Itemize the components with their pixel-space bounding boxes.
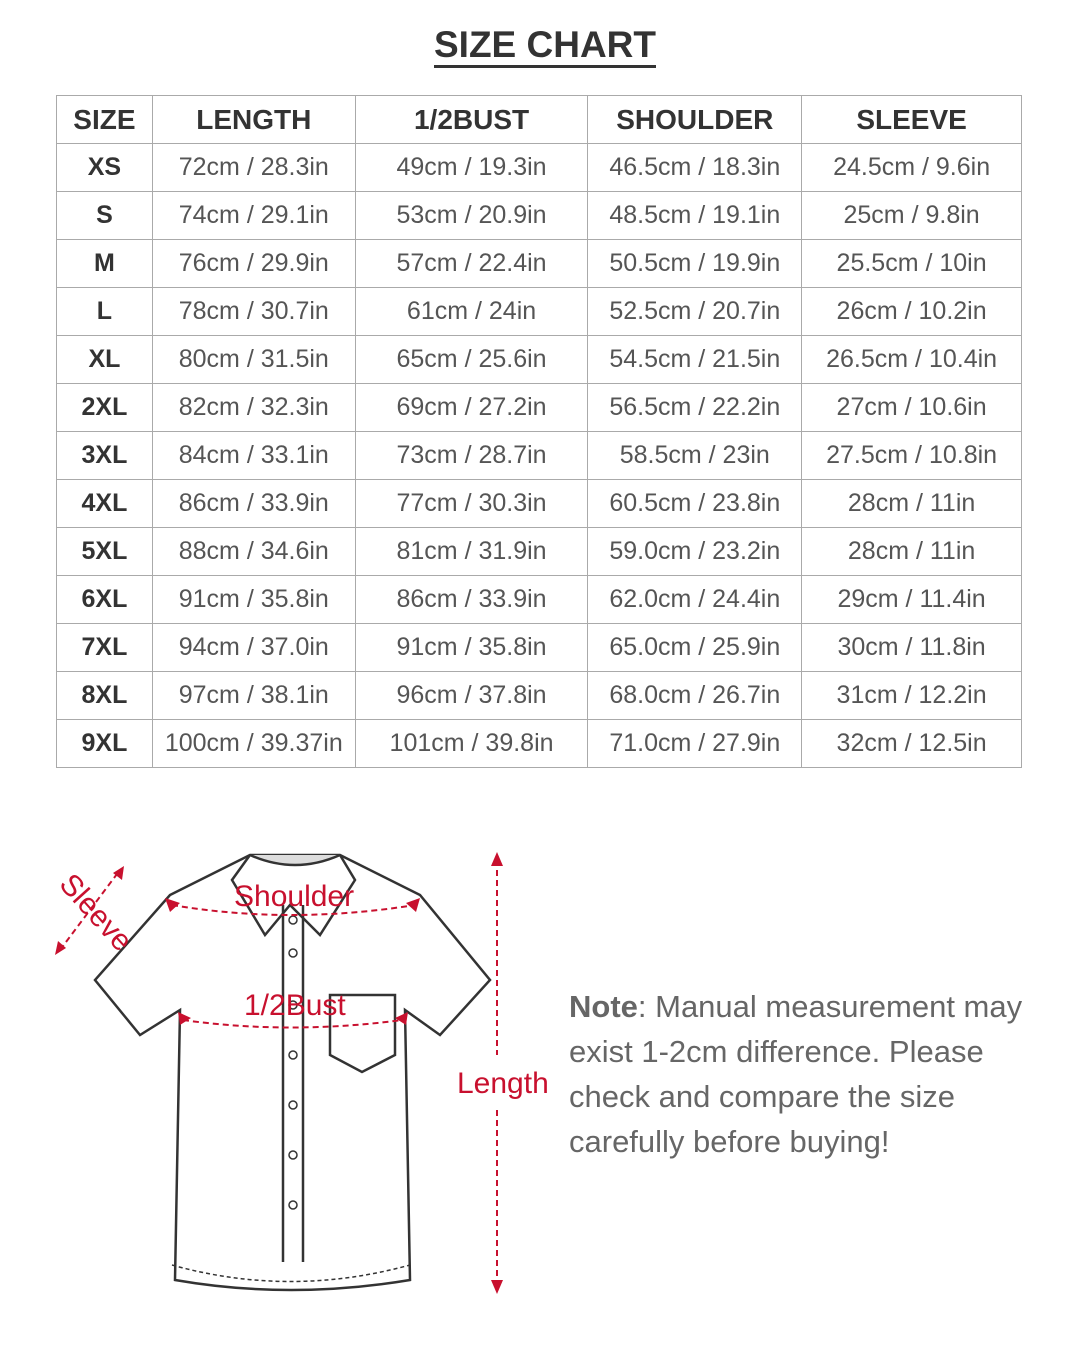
measurement-cell: 26cm / 10.2in	[801, 287, 1022, 336]
measurement-cell: 71.0cm / 27.9in	[587, 719, 803, 768]
measurement-cell: 60.5cm / 23.8in	[587, 479, 803, 528]
column-header-size: SIZE	[56, 95, 153, 144]
size-cell: 2XL	[56, 383, 153, 432]
size-cell: 8XL	[56, 671, 153, 720]
column-header-1-2bust: 1/2BUST	[354, 95, 589, 144]
size-cell: M	[56, 239, 153, 288]
size-cell: 6XL	[56, 575, 153, 624]
table-row: 4XL 86cm / 33.9in 77cm / 30.3in 60.5cm / 23…	[56, 479, 1022, 528]
measurement-cell: 84cm / 33.1in	[151, 431, 356, 480]
length-label: Length	[457, 1067, 549, 1100]
measurement-cell: 80cm / 31.5in	[151, 335, 356, 384]
measurement-cell: 32cm / 12.5in	[801, 719, 1022, 768]
measurement-cell: 74cm / 29.1in	[151, 191, 356, 240]
size-table: SIZE LENGTH 1/2BUST SHOULDER SLEEVE XS 72cm /…	[56, 95, 1022, 768]
measurement-cell: 94cm / 37.0in	[151, 623, 356, 672]
column-header-length: LENGTH	[151, 95, 356, 144]
size-cell: XS	[56, 143, 153, 192]
measurement-cell: 68.0cm / 26.7in	[587, 671, 803, 720]
note-text: : Manual measurement may exist 1-2cm dif…	[569, 989, 1023, 1159]
table-row: 8XL 97cm / 38.1in 96cm / 37.8in 68.0cm / 26…	[56, 671, 1022, 720]
size-cell: S	[56, 191, 153, 240]
measurement-cell: 86cm / 33.9in	[151, 479, 356, 528]
measurement-cell: 100cm / 39.37in	[151, 719, 356, 768]
measurement-cell: 65cm / 25.6in	[354, 335, 589, 384]
measurement-cell: 97cm / 38.1in	[151, 671, 356, 720]
measurement-cell: 52.5cm / 20.7in	[587, 287, 803, 336]
page-title: SIZE CHART	[0, 24, 1080, 68]
shirt-buttons	[288, 915, 298, 1210]
table-row: XS 72cm / 28.3in 49cm / 19.3in 46.5cm / 18.…	[56, 143, 1022, 192]
column-header-sleeve: SLEEVE	[801, 95, 1022, 144]
measurement-cell: 96cm / 37.8in	[354, 671, 589, 720]
measurement-cell: 59.0cm / 23.2in	[587, 527, 803, 576]
measurement-cell: 24.5cm / 9.6in	[801, 143, 1022, 192]
measurement-cell: 73cm / 28.7in	[354, 431, 589, 480]
measurement-cell: 26.5cm / 10.4in	[801, 335, 1022, 384]
table-row: 5XL 88cm / 34.6in 81cm / 31.9in 59.0cm / 23…	[56, 527, 1022, 576]
bust-label: 1/2Bust	[244, 989, 346, 1022]
measurement-lines	[59, 860, 498, 1285]
measurement-cell: 25cm / 9.8in	[801, 191, 1022, 240]
measurement-cell: 57cm / 22.4in	[354, 239, 589, 288]
measurement-cell: 88cm / 34.6in	[151, 527, 356, 576]
measurement-cell: 27cm / 10.6in	[801, 383, 1022, 432]
measurement-cell: 91cm / 35.8in	[354, 623, 589, 672]
measurement-cell: 49cm / 19.3in	[354, 143, 589, 192]
measurement-cell: 91cm / 35.8in	[151, 575, 356, 624]
measurement-cell: 58.5cm / 23in	[587, 431, 803, 480]
measurement-cell: 48.5cm / 19.1in	[587, 191, 803, 240]
table-row: 7XL 94cm / 37.0in 91cm / 35.8in 65.0cm / 25…	[56, 623, 1022, 672]
measurement-cell: 28cm / 11in	[801, 479, 1022, 528]
measurement-cell: 78cm / 30.7in	[151, 287, 356, 336]
measurement-cell: 54.5cm / 21.5in	[587, 335, 803, 384]
measurement-cell: 62.0cm / 24.4in	[587, 575, 803, 624]
size-cell: 3XL	[56, 431, 153, 480]
shirt-measurement-diagram: Shoulder 1/2Bust Length Sleeve	[53, 852, 549, 1294]
table-row: XL 80cm / 31.5in 65cm / 25.6in 54.5cm / 21.…	[56, 335, 1022, 384]
table-row: S 74cm / 29.1in 53cm / 20.9in 48.5cm / 19.1…	[56, 191, 1022, 240]
note-label: Note	[569, 989, 638, 1024]
measurement-cell: 50.5cm / 19.9in	[587, 239, 803, 288]
measurement-cell: 76cm / 29.9in	[151, 239, 356, 288]
measurement-cell: 27.5cm / 10.8in	[801, 431, 1022, 480]
measurement-cell: 101cm / 39.8in	[354, 719, 589, 768]
table-row: 6XL 91cm / 35.8in 86cm / 33.9in 62.0cm / 24…	[56, 575, 1022, 624]
size-cell: 5XL	[56, 527, 153, 576]
measurement-note: Note: Manual measurement may exist 1-2cm…	[569, 984, 1059, 1164]
arrow-icons	[55, 852, 503, 1294]
measurement-cell: 81cm / 31.9in	[354, 527, 589, 576]
measurement-cell: 56.5cm / 22.2in	[587, 383, 803, 432]
table-row: L 78cm / 30.7in 61cm / 24in 52.5cm / 20.7in…	[56, 287, 1022, 336]
shoulder-label: Shoulder	[234, 880, 354, 913]
table-row: 3XL 84cm / 33.1in 73cm / 28.7in 58.5cm / 23…	[56, 431, 1022, 480]
table-row: 2XL 82cm / 32.3in 69cm / 27.2in 56.5cm / 22…	[56, 383, 1022, 432]
column-header-shoulder: SHOULDER	[587, 95, 803, 144]
size-cell: XL	[56, 335, 153, 384]
size-cell: L	[56, 287, 153, 336]
sleeve-label: Sleeve	[53, 868, 139, 958]
measurement-cell: 46.5cm / 18.3in	[587, 143, 803, 192]
measurement-cell: 53cm / 20.9in	[354, 191, 589, 240]
measurement-cell: 86cm / 33.9in	[354, 575, 589, 624]
shirt-illustration	[93, 853, 492, 1292]
measurement-cell: 65.0cm / 25.9in	[587, 623, 803, 672]
size-cell: 9XL	[56, 719, 153, 768]
measurement-cell: 82cm / 32.3in	[151, 383, 356, 432]
table-header-row: SIZE LENGTH 1/2BUST SHOULDER SLEEVE	[56, 95, 1022, 144]
size-cell: 7XL	[56, 623, 153, 672]
measurement-cell: 28cm / 11in	[801, 527, 1022, 576]
measurement-cell: 61cm / 24in	[354, 287, 589, 336]
size-cell: 4XL	[56, 479, 153, 528]
table-row: 9XL 100cm / 39.37in 101cm / 39.8in 71.0cm /…	[56, 719, 1022, 768]
measurement-cell: 72cm / 28.3in	[151, 143, 356, 192]
measurement-cell: 29cm / 11.4in	[801, 575, 1022, 624]
measurement-cell: 69cm / 27.2in	[354, 383, 589, 432]
table-row: M 76cm / 29.9in 57cm / 22.4in 50.5cm / 19.9…	[56, 239, 1022, 288]
measurement-cell: 31cm / 12.2in	[801, 671, 1022, 720]
measurement-cell: 77cm / 30.3in	[354, 479, 589, 528]
measurement-cell: 25.5cm / 10in	[801, 239, 1022, 288]
measurement-cell: 30cm / 11.8in	[801, 623, 1022, 672]
